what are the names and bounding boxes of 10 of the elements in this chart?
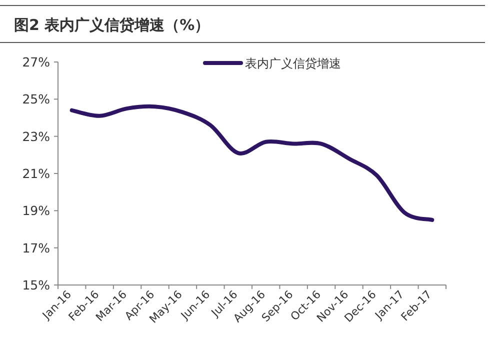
chart-title: 图2 表内广义信贷增速（%） bbox=[14, 16, 210, 34]
y-tick-label: 25% bbox=[22, 92, 50, 107]
y-tick-label: 21% bbox=[22, 166, 50, 181]
line-series bbox=[70, 104, 434, 222]
y-tick-label: 27% bbox=[22, 54, 50, 70]
y-tick-label: 17% bbox=[22, 240, 50, 256]
legend-label: 表内广义信贷增速 bbox=[245, 56, 341, 70]
y-tick-label: 23% bbox=[22, 128, 50, 144]
y-tick-label: 15% bbox=[22, 278, 50, 292]
y-tick-label: 19% bbox=[22, 203, 50, 218]
